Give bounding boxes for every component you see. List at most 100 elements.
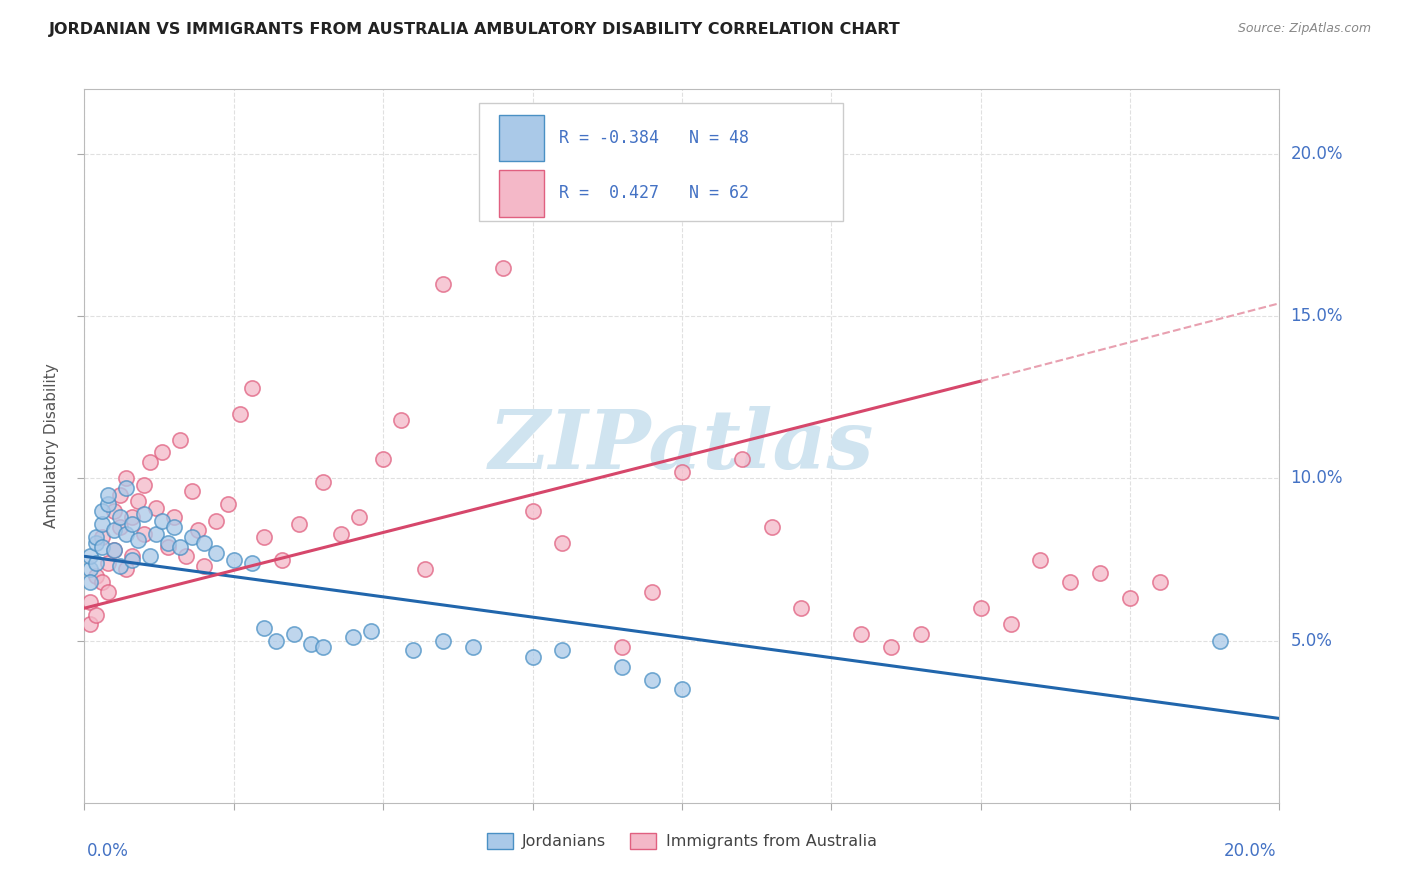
Point xyxy=(86,568,108,582)
Point xyxy=(193,536,215,550)
Point xyxy=(79,562,101,576)
Point xyxy=(86,607,108,622)
Point xyxy=(150,445,173,459)
Point xyxy=(91,530,114,544)
Point xyxy=(157,536,180,550)
Point xyxy=(301,637,323,651)
Point xyxy=(86,556,108,570)
Point xyxy=(145,500,167,515)
Point xyxy=(169,433,191,447)
Point xyxy=(551,536,574,550)
Point xyxy=(288,516,311,531)
Point xyxy=(91,516,114,531)
Text: ZIPatlas: ZIPatlas xyxy=(489,406,875,486)
Point xyxy=(283,627,305,641)
Point xyxy=(205,546,228,560)
Point xyxy=(174,549,197,564)
Point xyxy=(91,575,114,590)
Point xyxy=(612,640,634,654)
Point xyxy=(157,540,180,554)
Point xyxy=(139,455,162,469)
Point xyxy=(103,504,125,518)
Point xyxy=(671,682,693,697)
Point xyxy=(240,556,263,570)
Point xyxy=(389,413,412,427)
Point xyxy=(97,556,120,570)
Text: 20.0%: 20.0% xyxy=(1225,842,1277,860)
Point xyxy=(910,627,932,641)
Point xyxy=(86,536,108,550)
Point xyxy=(79,575,101,590)
Point xyxy=(103,542,125,557)
Point xyxy=(1119,591,1142,606)
Point xyxy=(110,510,132,524)
Point xyxy=(139,549,162,564)
Point xyxy=(205,514,228,528)
Point xyxy=(970,601,993,615)
Point xyxy=(1000,617,1022,632)
Point xyxy=(402,643,425,657)
Point xyxy=(413,562,436,576)
Point xyxy=(121,549,143,564)
Point xyxy=(312,475,335,489)
Point xyxy=(145,526,167,541)
Point xyxy=(264,633,287,648)
Point xyxy=(103,524,125,538)
Point xyxy=(150,514,173,528)
Point xyxy=(349,510,371,524)
Point xyxy=(115,481,138,495)
Point xyxy=(115,526,138,541)
Point xyxy=(181,530,204,544)
Point xyxy=(228,407,252,421)
Point xyxy=(1059,575,1081,590)
Point xyxy=(1090,566,1112,580)
Point xyxy=(270,552,292,566)
Point xyxy=(132,507,156,521)
Point xyxy=(132,478,156,492)
Point xyxy=(193,559,215,574)
Point xyxy=(91,540,114,554)
Text: 10.0%: 10.0% xyxy=(1291,469,1343,487)
Text: JORDANIAN VS IMMIGRANTS FROM AUSTRALIA AMBULATORY DISABILITY CORRELATION CHART: JORDANIAN VS IMMIGRANTS FROM AUSTRALIA A… xyxy=(49,22,901,37)
Point xyxy=(127,533,149,547)
Point xyxy=(432,633,454,648)
Point xyxy=(253,621,276,635)
Point xyxy=(1029,552,1052,566)
Point xyxy=(522,504,544,518)
Legend: Jordanians, Immigrants from Australia: Jordanians, Immigrants from Australia xyxy=(481,826,883,855)
Point xyxy=(1209,633,1232,648)
Point xyxy=(731,452,754,467)
Point xyxy=(522,649,544,664)
Point xyxy=(91,504,114,518)
Point xyxy=(761,520,783,534)
Text: 5.0%: 5.0% xyxy=(1291,632,1333,649)
Point xyxy=(79,549,101,564)
Point xyxy=(641,673,664,687)
Point xyxy=(110,559,132,574)
Point xyxy=(79,595,101,609)
Point xyxy=(551,643,574,657)
Point xyxy=(121,552,143,566)
FancyBboxPatch shape xyxy=(499,115,544,161)
Point xyxy=(121,516,143,531)
Point xyxy=(373,452,395,467)
Point xyxy=(79,617,101,632)
Point xyxy=(97,488,120,502)
Point xyxy=(97,585,120,599)
Point xyxy=(330,526,353,541)
FancyBboxPatch shape xyxy=(479,103,844,221)
FancyBboxPatch shape xyxy=(499,170,544,217)
Point xyxy=(86,530,108,544)
Point xyxy=(169,540,191,554)
Point xyxy=(671,465,693,479)
Text: 0.0%: 0.0% xyxy=(87,842,129,860)
Point xyxy=(222,552,245,566)
Text: 20.0%: 20.0% xyxy=(1291,145,1343,163)
Point xyxy=(115,471,138,485)
Text: Source: ZipAtlas.com: Source: ZipAtlas.com xyxy=(1237,22,1371,36)
Point xyxy=(880,640,903,654)
Point xyxy=(163,510,186,524)
Point xyxy=(163,520,186,534)
Point xyxy=(121,510,143,524)
Point xyxy=(181,484,204,499)
